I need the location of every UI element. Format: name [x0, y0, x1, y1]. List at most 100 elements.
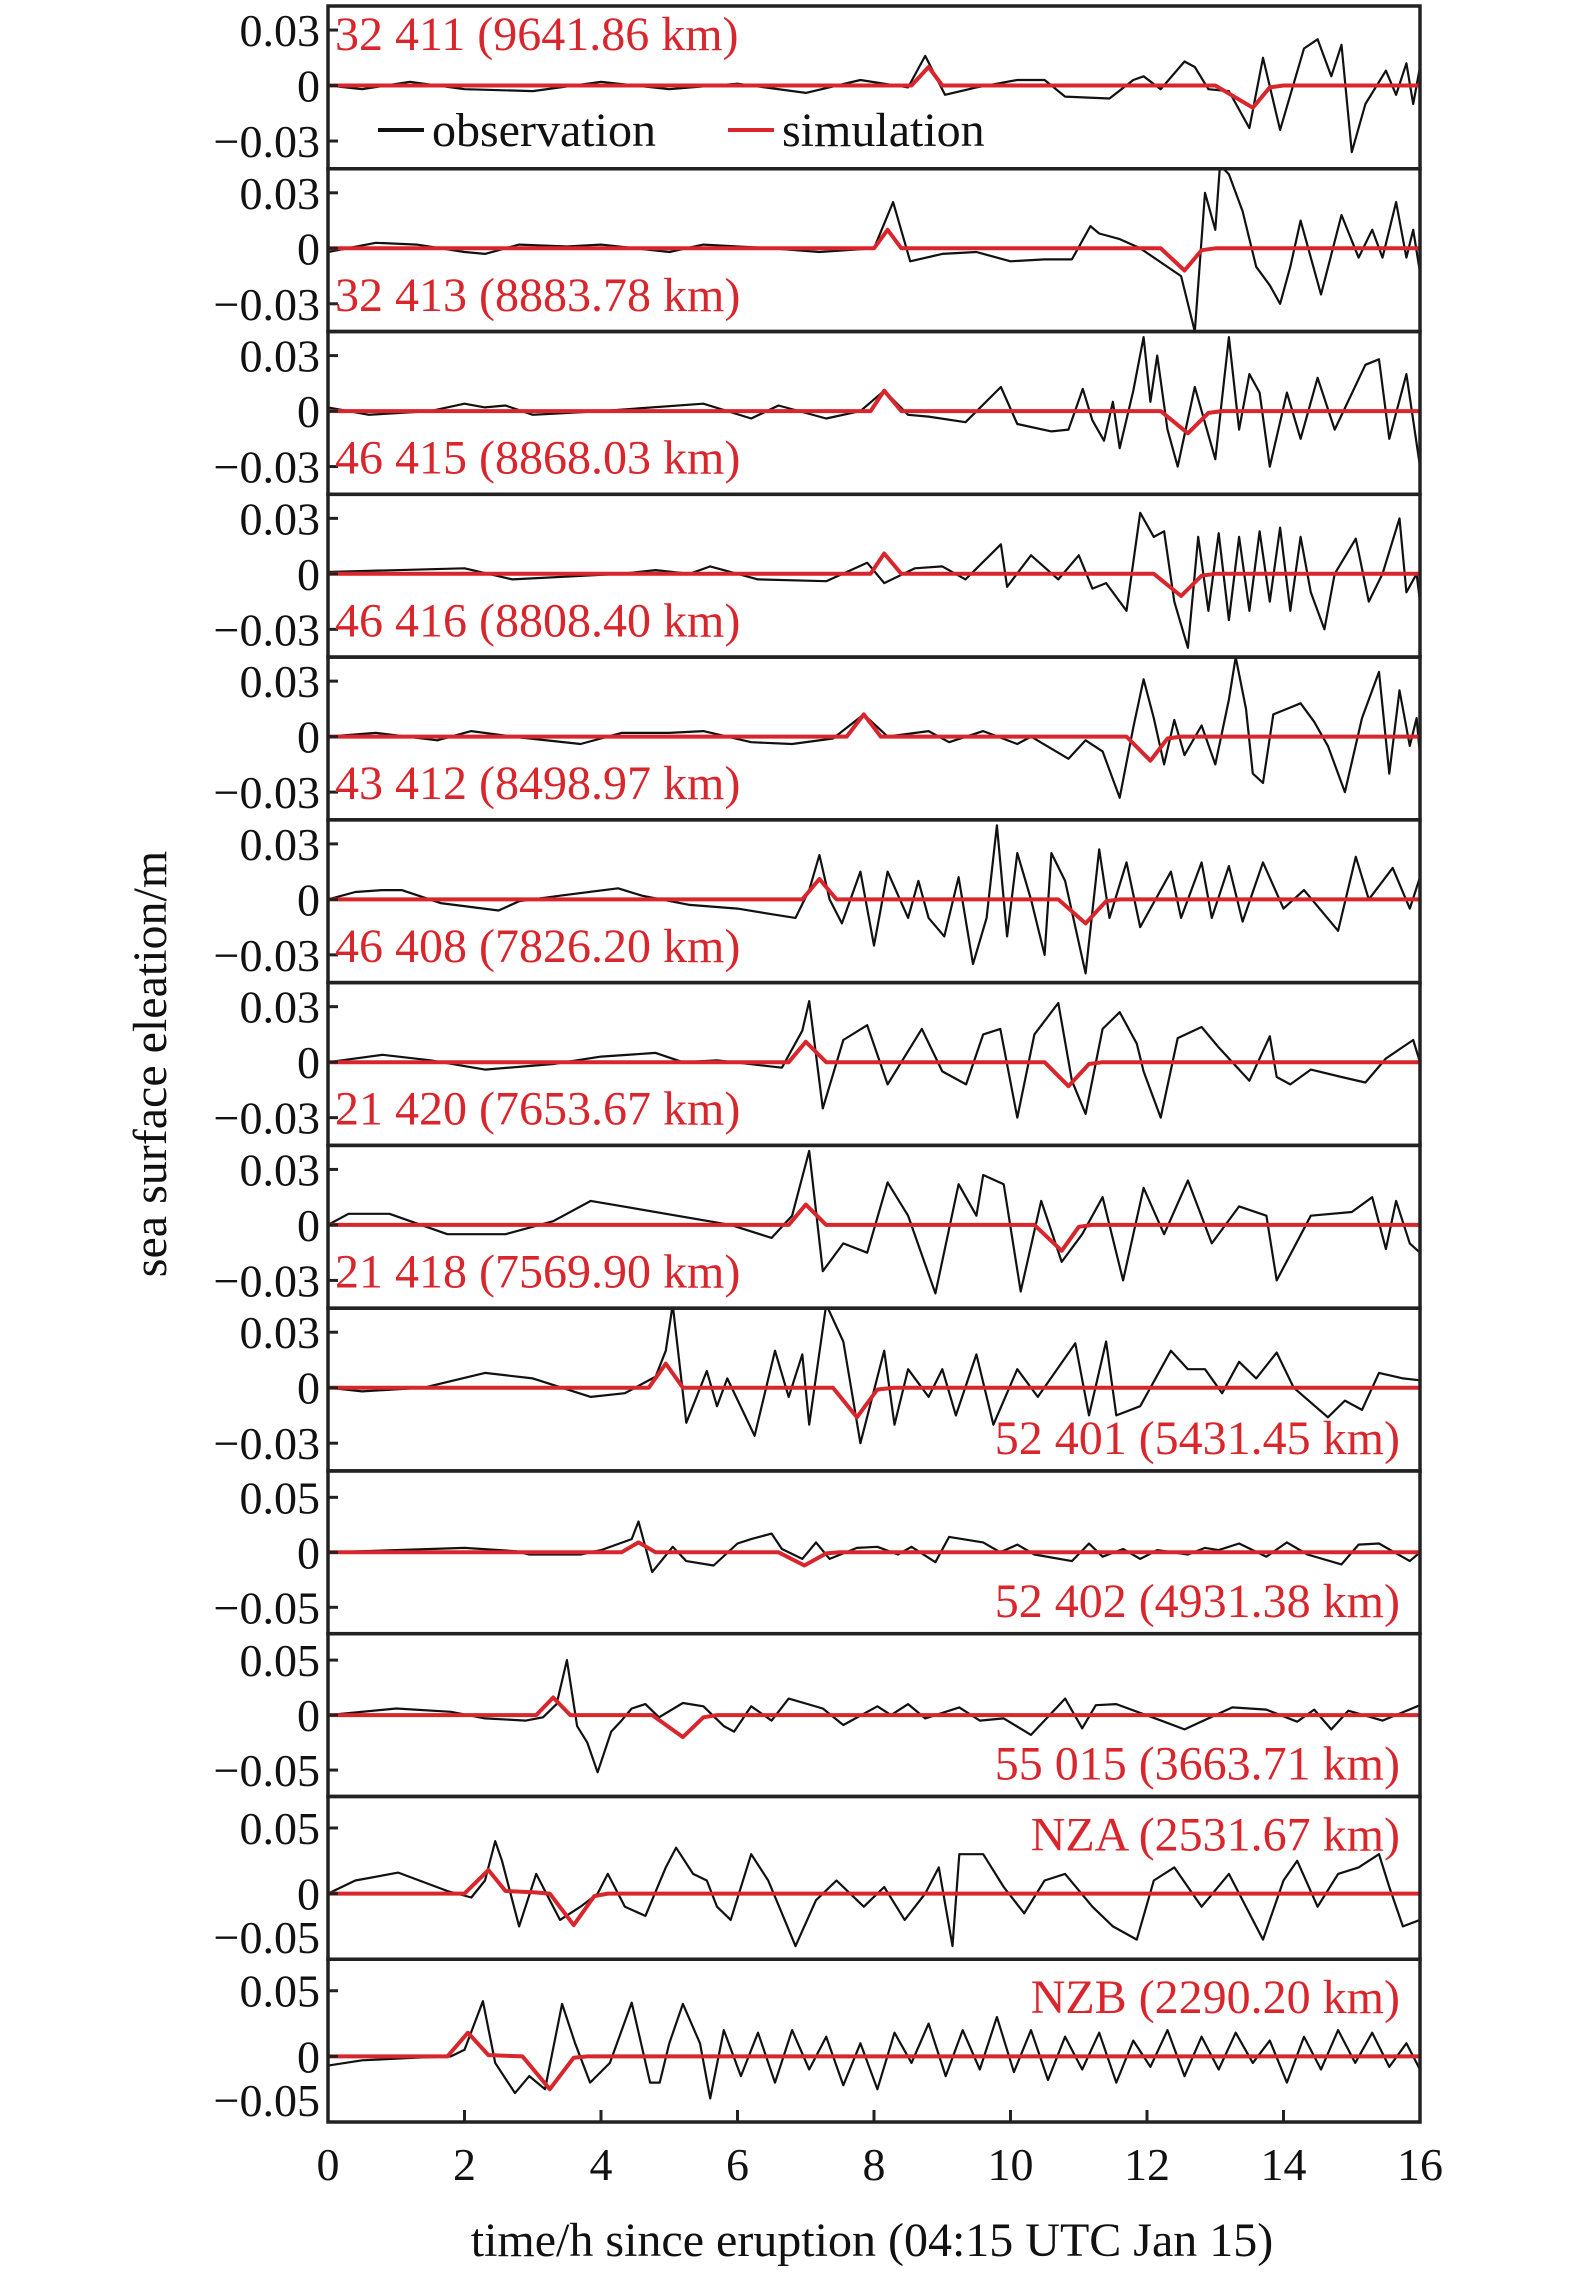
y-tick-label: 0.03: [240, 1144, 321, 1195]
y-tick-label: −0.05: [214, 1912, 320, 1963]
y-tick-label: 0: [297, 712, 320, 763]
station-label: 43 412 (8498.97 km): [335, 757, 740, 810]
y-tick-label: 0: [297, 1690, 320, 1741]
observation-series: [328, 336, 1420, 468]
simulation-series: [328, 1540, 1420, 1568]
panel: 0.030−0.03 32 411 (9641.86 km): [214, 4, 1422, 171]
y-tick-label: 0: [297, 549, 320, 600]
station-label: 52 402 (4931.38 km): [995, 1575, 1400, 1628]
y-tick-label: 0: [297, 1037, 320, 1088]
simulation-series: [328, 1361, 1420, 1420]
y-tick-label: 0.05: [240, 1635, 321, 1686]
y-tick-label: 0.03: [240, 493, 321, 544]
y-axis-label: sea surface eleation/m: [124, 851, 177, 1277]
panel: 0.05 0−0.05 NZB (2290.20 km): [214, 1957, 1422, 2126]
observation-series: [328, 824, 1420, 975]
y-tick-label: 0: [297, 2031, 320, 2082]
panel: 0.030−0.03 43 412 (8498.97 km): [214, 655, 1422, 822]
y-tick-label: 0.03: [240, 982, 321, 1033]
panel: 0.030−0.03 46 415 (8868.03 km): [214, 329, 1422, 497]
panel: 0.030−0.03 21 420 (7653.67 km): [214, 980, 1422, 1148]
y-tick-label: 0: [297, 1363, 320, 1414]
x-tick-label: 12: [1124, 2139, 1170, 2190]
station-label: 55 015 (3663.71 km): [995, 1738, 1400, 1791]
y-tick-label: −0.05: [214, 1582, 320, 1633]
y-tick-label: −0.05: [214, 2075, 320, 2126]
x-axis-label: time/h since eruption (04:15 UTC Jan 15): [471, 2214, 1274, 2267]
observation-series: [328, 1520, 1420, 1574]
simulation-series: [328, 877, 1420, 926]
y-tick-label: 0: [297, 1200, 320, 1251]
y-tick-label: 0.03: [240, 5, 321, 56]
x-tick-label: 16: [1397, 2139, 1443, 2190]
x-tick-label: 2: [453, 2139, 476, 2190]
station-label: 52 401 (5431.45 km): [995, 1412, 1400, 1465]
legend-simulation-label: simulation: [782, 104, 985, 157]
y-tick-label: 0.05: [240, 1472, 321, 1523]
y-tick-label: −0.03: [214, 1093, 320, 1144]
y-tick-label: −0.03: [214, 279, 320, 330]
x-tick-label: 0: [317, 2139, 340, 2190]
station-label: 46 415 (8868.03 km): [335, 432, 740, 485]
panel: 0.05 0−0.05 NZA (2531.67 km): [214, 1794, 1422, 1963]
y-tick-label: 0.03: [240, 168, 321, 219]
y-tick-label: 0.03: [240, 819, 321, 870]
panel: 0.050−0.05 52 402 (4931.38 km): [214, 1469, 1422, 1636]
y-tick-label: 0.03: [240, 1307, 321, 1358]
panel: 0.030−0.03 32 413 (8883.78 km): [214, 167, 1422, 334]
y-tick-label: 0: [297, 1527, 320, 1578]
y-tick-label: −0.03: [214, 1418, 320, 1469]
y-tick-label: 0: [297, 223, 320, 274]
x-tick-label: 10: [988, 2139, 1034, 2190]
y-tick-label: 0: [297, 386, 320, 437]
y-tick-label: 0.05: [240, 1803, 321, 1854]
x-axis: 0 2 4 6 8 10 12 14 16: [317, 2110, 1443, 2190]
station-label: 21 418 (7569.90 km): [335, 1245, 740, 1298]
station-label: 46 408 (7826.20 km): [335, 920, 740, 973]
simulation-series: [328, 388, 1420, 436]
simulation-series: [328, 712, 1420, 763]
station-label: 21 420 (7653.67 km): [335, 1083, 740, 1136]
simulation-series: [328, 1695, 1420, 1740]
y-tick-label: −0.03: [214, 442, 320, 493]
panel: 0.030−0.03 52 401 (5431.45 km): [214, 1306, 1422, 1473]
observation-series: [328, 1308, 1420, 1445]
y-tick-label: −0.03: [214, 116, 320, 167]
station-label: 32 413 (8883.78 km): [335, 269, 740, 322]
simulation-series: [328, 1039, 1420, 1089]
panel: 0.030−0.03 46 416 (8808.40 km): [214, 492, 1422, 659]
station-label: NZB (2290.20 km): [1031, 1971, 1400, 2024]
y-tick-label: 0.03: [240, 331, 321, 382]
x-tick-label: 8: [863, 2139, 886, 2190]
simulation-series: [328, 65, 1420, 110]
observation-series: [328, 1659, 1420, 1774]
panel: 0.030−0.03 46 408 (7826.20 km): [214, 818, 1422, 985]
observation-series: [328, 657, 1420, 799]
simulation-series: [328, 1868, 1420, 1928]
simulation-series: [328, 551, 1420, 598]
legend: observation simulation: [378, 104, 985, 157]
y-tick-label: −0.03: [214, 1255, 320, 1306]
y-tick-label: 0.05: [240, 1966, 321, 2017]
y-tick-label: 0: [297, 874, 320, 925]
x-tick-label: 4: [590, 2139, 613, 2190]
simulation-series: [328, 2030, 1420, 2092]
legend-observation-label: observation: [432, 104, 656, 157]
observation-series: [328, 1149, 1420, 1295]
simulation-series: [328, 1202, 1420, 1253]
observation-series: [328, 511, 1420, 649]
x-tick-label: 14: [1261, 2139, 1307, 2190]
y-tick-label: 0: [297, 1869, 320, 1920]
observation-series: [328, 2000, 1420, 2100]
simulation-series: [328, 227, 1420, 273]
y-tick-label: −0.05: [214, 1745, 320, 1796]
station-label: 32 411 (9641.86 km): [335, 8, 739, 61]
y-tick-label: 0.03: [240, 656, 321, 707]
panel: 0.050−0.05 55 015 (3663.71 km): [214, 1631, 1422, 1799]
station-label: NZA (2531.67 km): [1031, 1808, 1400, 1861]
y-tick-label: −0.03: [214, 604, 320, 655]
panel: 0.030−0.03 21 418 (7569.90 km): [214, 1143, 1422, 1310]
y-tick-label: 0: [297, 61, 320, 112]
